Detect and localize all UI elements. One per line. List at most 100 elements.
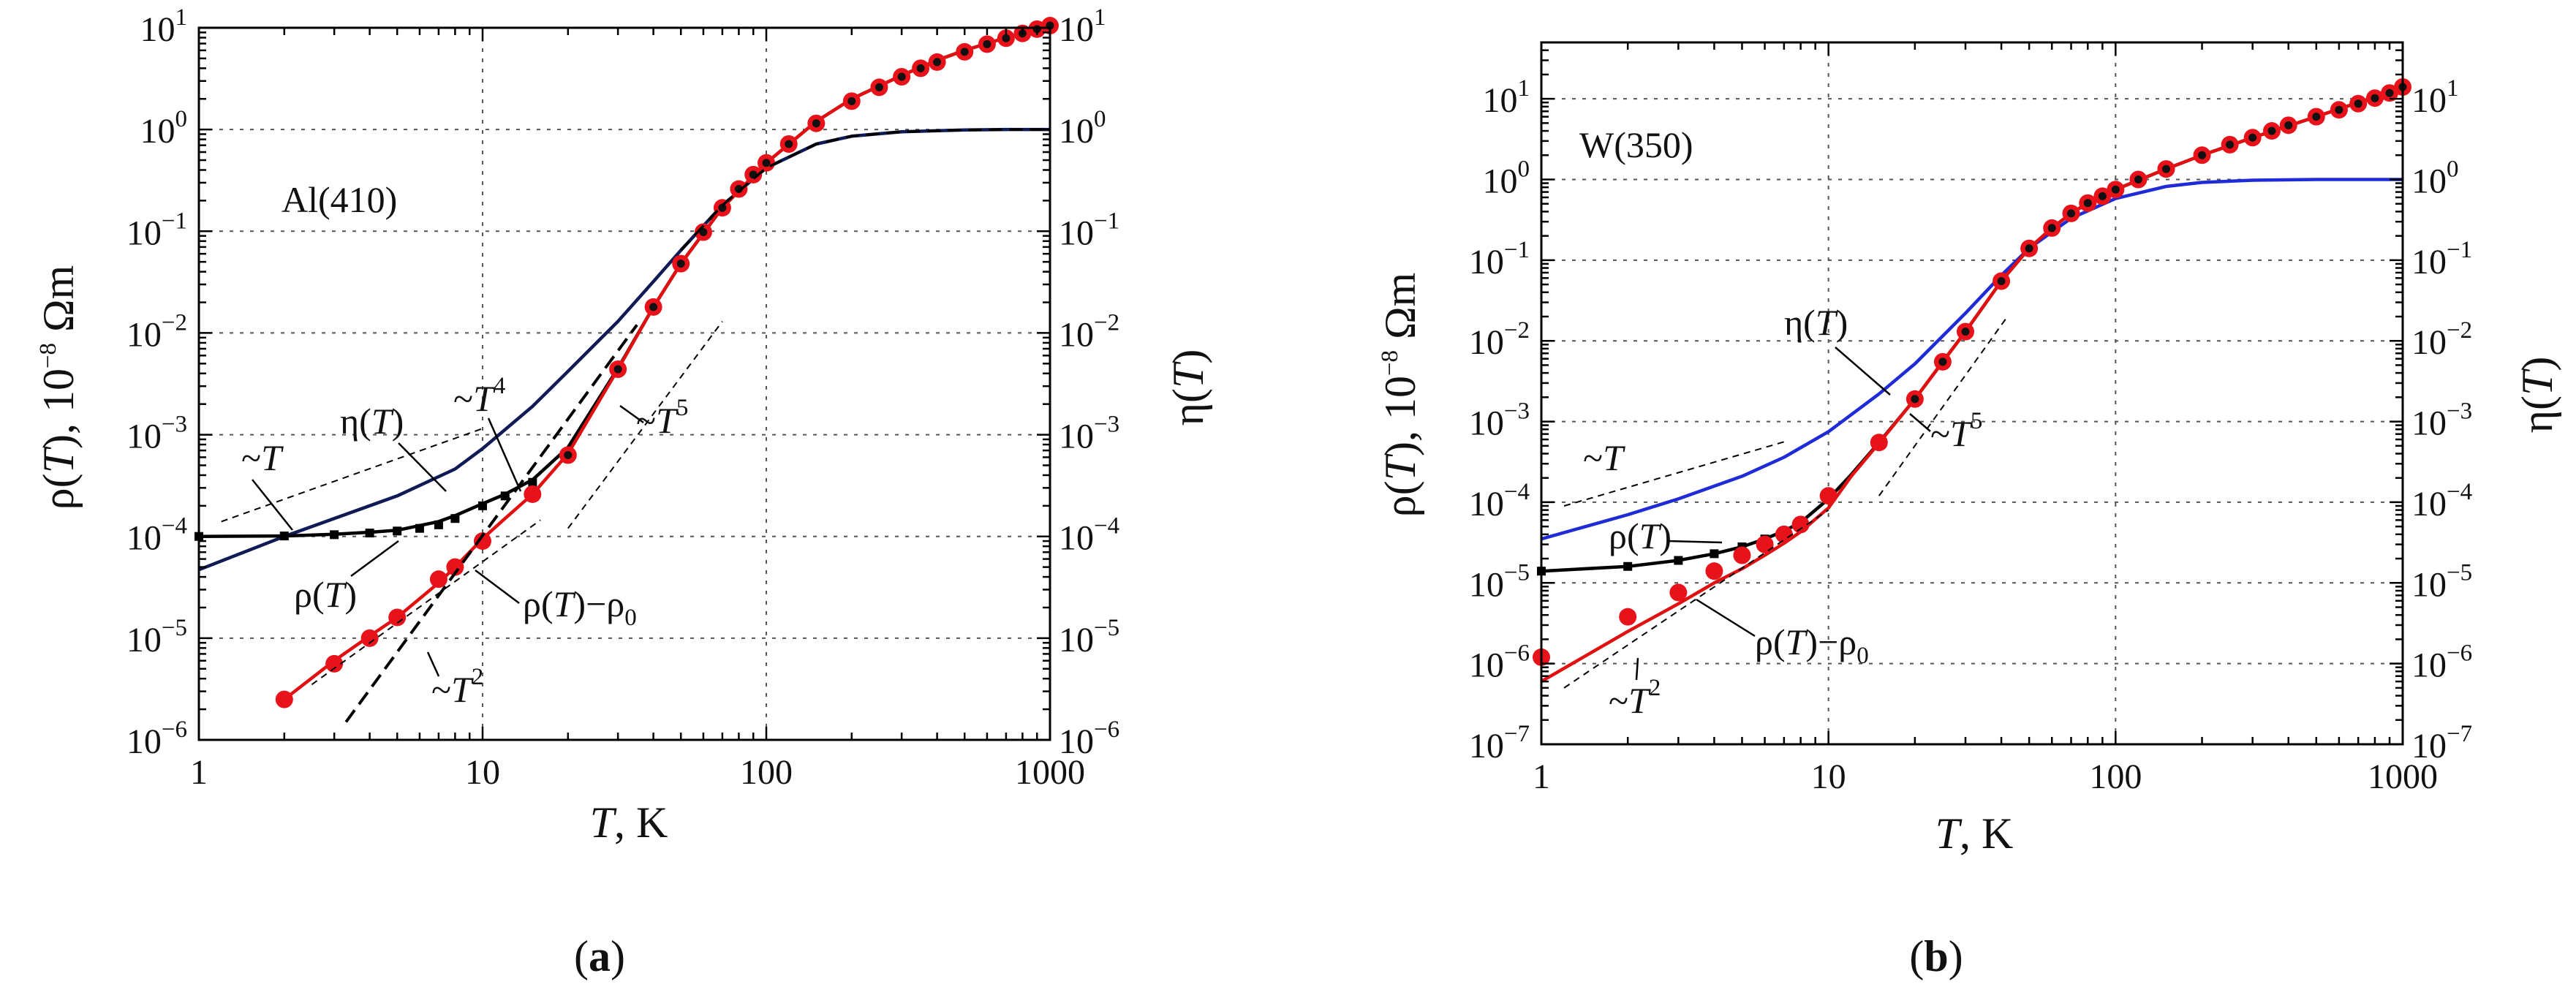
plot-frame-a [197,26,1051,741]
y-tick-label-right: 10−5 [1059,615,1119,659]
y-tick-label-left: 10−5 [1469,559,1530,604]
data-point-rho-overlay [2335,105,2343,114]
data-point-rho-overlay [916,64,925,72]
data-point-rho-square [279,532,289,541]
ann-eta-label: η(T) [340,401,404,442]
series-t5-guide [1878,316,2009,496]
series-t2-guide [311,519,541,686]
y-tick-label-left: 10−7 [1469,721,1530,765]
series-t-dashed-fit [679,128,1050,252]
ann-rho-minus-rho0-b: ρ(T)−ρ0 [1755,621,1869,669]
series-t-model [198,23,1051,538]
y-tick-label-right: 10−6 [1059,716,1119,761]
data-point-rho-overlay [2083,199,2092,208]
y-tick-label-right: 10−1 [1059,208,1119,252]
data-point-rho-overlay [2284,121,2293,129]
data-point-rho-overlay [2098,192,2107,200]
y-tick-label-left: 10−4 [1469,479,1530,523]
y-tick-label-left: 101 [140,4,188,49]
ann-eta-label-b: η(T) [1784,302,1848,343]
y-tick-label-right: 10−2 [2411,317,2472,362]
ann-tilde-T2-b: ~T2 [1609,675,1661,721]
y-axis-label-left-b: ρ(T), 10−8 Ωm [1376,273,1424,518]
data-point-rho-minus-rho0 [1819,487,1837,505]
y-tick-label-left: 10−4 [126,513,187,558]
x-tick-label: 100 [2089,757,2142,796]
plot-frame-b [1540,41,2404,746]
x-tick-label: 10 [1811,757,1846,796]
y-tick-label-left: 100 [140,106,188,151]
data-point-rho-overlay [699,228,708,237]
y-tick-label-left: 10−6 [126,716,187,761]
ann-rho: ρ(T) [294,574,357,615]
x-tick-label: 10 [465,753,500,792]
y-tick-label-left: 10−2 [126,309,187,354]
y-axis-label-left-a: ρ(T), 10−8 Ωm [34,265,83,510]
data-point-rho-overlay [2161,164,2170,173]
data-point-rho-overlay [2047,224,2056,232]
x-tick-label: 1000 [1015,753,1085,792]
annotation-rho-a: ρ(T) [294,540,399,615]
ann-tilde-T5: ~T5 [636,395,688,441]
annotation-T-b: ~T [1583,437,1625,478]
annotation-eta-a: η(T) [340,401,447,492]
data-point-rho-minus-rho0 [524,485,542,503]
data-point-rho-minus-rho0 [360,629,379,647]
data-point-rho-square [434,520,443,529]
ann-tilde-T-b: ~T [1583,437,1625,478]
y-tick-label-right: 100 [1059,106,1106,151]
ann-tilde-T2: ~T2 [431,664,483,710]
y-tick-label-right: 10−6 [2411,640,2472,685]
y-tick-label-left: 10−2 [1469,317,1530,362]
data-point-rho-overlay [1002,34,1011,42]
data-point-rho-overlay [1911,395,1919,404]
y-tick-label-left: 100 [1483,156,1530,200]
data-point-rho-minus-rho0 [1870,434,1888,452]
x-axis-label-a: T, K [590,798,668,847]
data-point-rho-overlay [983,39,992,48]
data-point-rho-overlay [2025,244,2033,253]
data-point-rho-minus-rho0 [1791,515,1810,534]
y-tick-label-right: 10−4 [1059,513,1119,558]
data-point-rho-overlay [2198,151,2207,159]
series-t-guide [1563,441,1785,507]
series-t-0-model [283,23,1051,701]
y-tick-label-right: 10−4 [2411,479,2472,523]
data-point-rho-overlay [875,83,883,91]
data-point-rho-minus-rho0 [1619,608,1637,626]
y-tick-label-right: 10−3 [1059,412,1119,456]
data-point-rho-minus-rho0 [275,690,293,708]
y-tick-label-right: 101 [2411,75,2459,120]
data-point-rho-overlay [2111,185,2120,194]
data-point-rho-square [1710,549,1719,559]
data-point-rho-square [393,526,402,536]
annotation-T-a: ~T [241,437,293,531]
data-point-rho-minus-rho0 [1669,583,1688,602]
data-point-rho-minus-rho0 [325,654,344,673]
annotation-rho-minus-a: ρ(T)−ρ0 [475,570,637,631]
y-axis-label-right-b: η(T) [2513,357,2561,434]
y-tick-label-left: 10−6 [1469,640,1530,685]
y-tick-label-right: 10−3 [2411,398,2472,443]
y-tick-label-right: 10−2 [1059,309,1119,354]
annotation-rho-minus-b: ρ(T)−ρ0 [1696,598,1869,669]
ann-tilde-T5-b: ~T5 [1930,408,1982,454]
data-point-rho-overlay [960,48,969,56]
data-point-rho-square [500,491,510,501]
data-point-rho-square [450,514,460,523]
ann-tilde-T: ~T [241,437,284,478]
sample-label-b: W(350) [1579,124,1693,165]
data-point-rho-overlay [676,260,685,268]
data-point-rho-minus-rho0 [1705,562,1723,580]
y-tick-label-left: 10−1 [126,208,187,252]
data-point-rho-overlay [1961,328,1970,336]
data-point-rho-overlay [2067,209,2076,218]
series-t4-guide [344,324,638,723]
data-point-rho-overlay [2248,133,2257,142]
data-point-rho-square [330,530,339,540]
y-tick-label-left: 10−1 [1469,237,1530,281]
data-point-rho-overlay [2134,175,2142,184]
